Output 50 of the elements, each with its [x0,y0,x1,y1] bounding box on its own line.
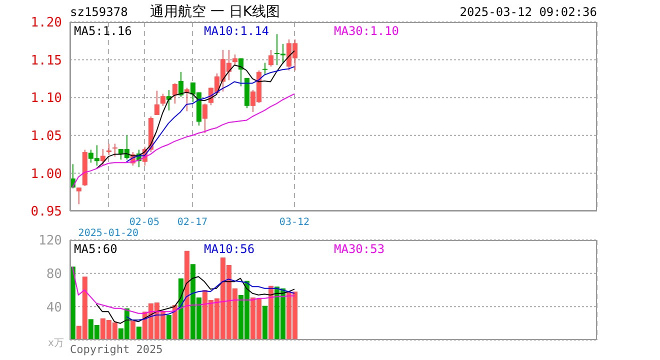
line-series [72,93,295,188]
y-tick-label: 1.10 [30,91,62,106]
x-tick-label: 02-05 [129,217,160,228]
x-tick-label: 02-17 [177,217,208,228]
candlestick [280,43,286,64]
candlestick [76,187,82,205]
x-tick-label: 03-12 [279,217,310,228]
candlestick [160,93,166,106]
y-tick-label: 40 [46,300,62,316]
text: MA30:53 [334,242,386,256]
candlestick [274,34,280,66]
candlestick [112,143,118,158]
bar [178,278,184,340]
candlestick [106,143,112,156]
text: MA30:1.10 [334,24,400,38]
line-series [126,66,295,162]
bar [172,305,178,340]
y-tick-label: 1.15 [30,53,62,68]
x-tick-label: 2025-01-20 [78,228,139,239]
chart-subtitle: sz159378 [70,5,128,19]
text: Copyright 2025 [70,343,163,356]
chart-title: 通用航空 一 日K线图 [150,3,280,21]
candlestick [232,54,238,66]
text: x万 [48,337,64,350]
bar [184,250,190,340]
y-tick-label: 1.05 [30,129,62,144]
candlestick [262,62,268,76]
bar [130,320,136,340]
text: MA10:1.14 [204,24,270,38]
bar [262,306,268,340]
text: MA5:60 [74,242,118,256]
text: MA5:1.16 [74,24,133,38]
y-tick-label: 1.00 [30,166,62,182]
y-tick-label: 0.95 [30,204,62,220]
candlestick [154,90,160,116]
candlestick [172,82,178,104]
y-tick-label: 80 [46,266,62,282]
line-series [126,278,295,320]
bar [268,286,274,340]
text: MA10:56 [204,242,256,256]
y-tick-label: 120 [38,234,62,249]
candlestick [178,71,184,98]
bar [136,326,142,340]
candlestick [268,49,274,68]
line-series [96,276,295,324]
text: 2025-03-12 09:02:36 [460,5,597,19]
candlestick [202,103,208,134]
bar [166,315,172,340]
y-tick-label: 1.20 [30,16,62,31]
line-series [72,266,295,314]
